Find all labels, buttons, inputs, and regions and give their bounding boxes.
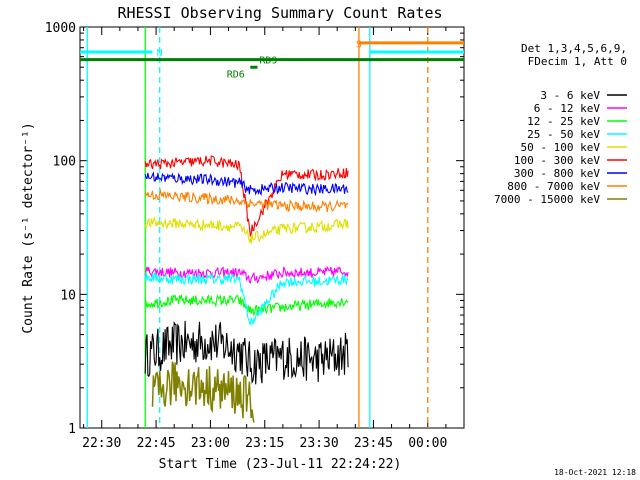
flag-annotation: S [356, 40, 362, 51]
legend-header: FDecim 1, Att 0 [528, 55, 627, 68]
legend-label: 300 - 800 keV [514, 167, 600, 180]
chart-title: RHESSI Observing Summary Count Rates [117, 4, 442, 22]
x-tick-label: 22:30 [82, 436, 121, 451]
y-tick-label: 100 [53, 155, 76, 170]
x-tick-label: 23:45 [354, 436, 393, 451]
legend-label: 7000 - 15000 keV [494, 193, 600, 206]
y-tick-label: 1000 [45, 21, 76, 36]
legend-label: 6 - 12 keV [534, 102, 601, 115]
plot-area: 1 10 100 1000 22:30 22:45 23:00 23:15 23:30 23:45… [45, 21, 465, 451]
legend-label: 12 - 25 keV [527, 115, 600, 128]
series-line [144, 216, 349, 244]
legend-label: 800 - 7000 keV [507, 180, 600, 193]
legend-label: 25 - 50 keV [527, 128, 600, 141]
series-line [144, 320, 349, 385]
y-tick-label: 10 [60, 288, 76, 303]
timestamp: 18-Oct-2021 12:18 [554, 468, 636, 477]
series-line [144, 271, 349, 327]
series-line [144, 171, 349, 197]
y-tick-label: 1 [68, 422, 76, 437]
series-line [151, 361, 255, 423]
x-tick-label: 00:00 [408, 436, 447, 451]
x-tick-label: 22:45 [137, 436, 176, 451]
flag-annotation: RD6 [227, 69, 245, 80]
legend-label: 50 - 100 keV [521, 141, 601, 154]
x-tick-label: 23:00 [191, 436, 230, 451]
plot-frame [79, 26, 465, 429]
legend-label: 100 - 300 keV [514, 154, 600, 167]
x-tick-label: 23:15 [245, 436, 284, 451]
y-axis-label: Count Rate (s⁻¹ detector⁻¹) [21, 122, 36, 333]
flag-annotation: N [157, 48, 163, 59]
flag-annotation: RD9 [259, 56, 277, 67]
legend-label: 3 - 6 keV [540, 89, 600, 102]
series-line [144, 265, 349, 285]
x-axis-label: Start Time (23-Jul-11 22:24:22) [159, 457, 402, 472]
legend-header: Det 1,3,4,5,6,9, [521, 42, 627, 55]
series-line [144, 188, 349, 213]
x-tick-label: 23:30 [300, 436, 339, 451]
